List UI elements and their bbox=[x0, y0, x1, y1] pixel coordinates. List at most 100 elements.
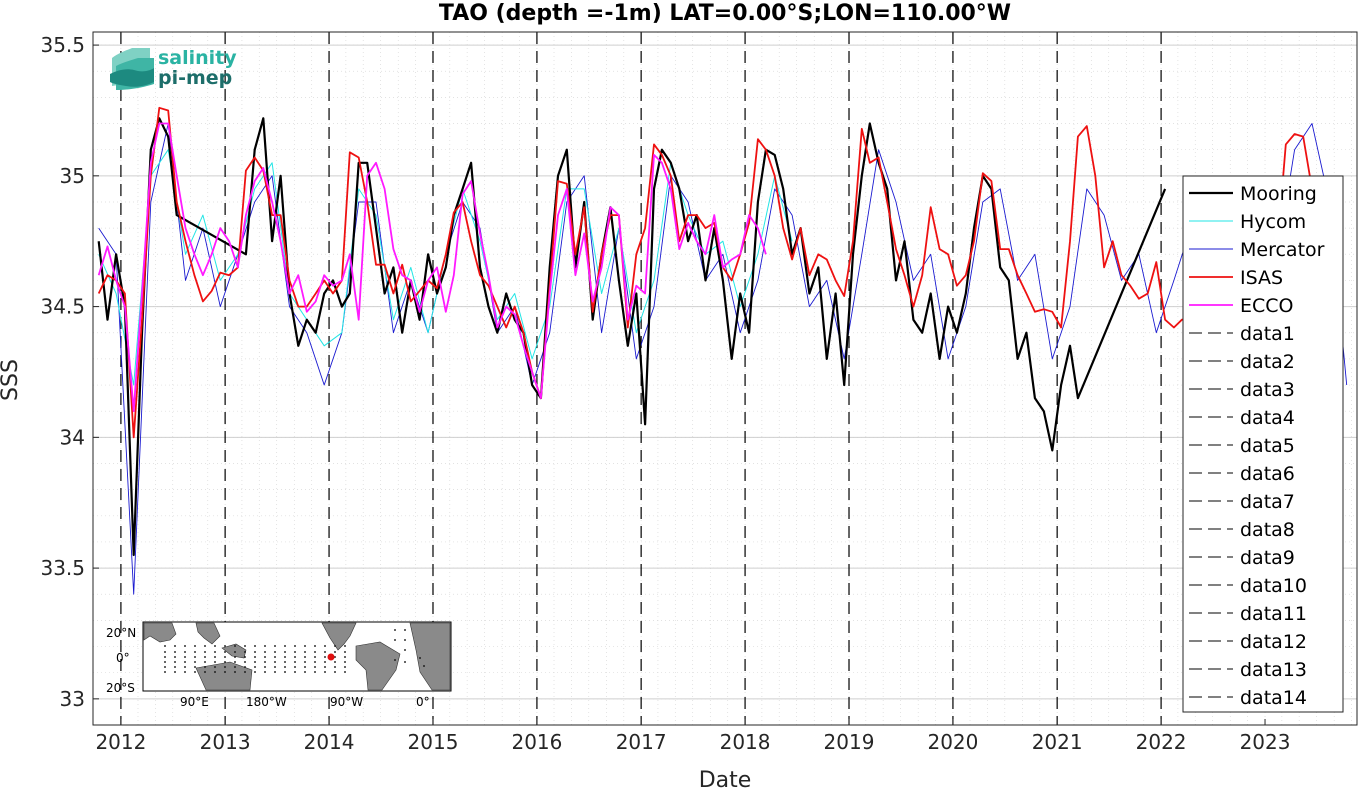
mooring-dot bbox=[324, 645, 326, 647]
legend-label: ISAS bbox=[1240, 267, 1283, 289]
mooring-dot bbox=[264, 661, 266, 663]
x-tick-label: 2020 bbox=[927, 730, 978, 754]
y-tick-label: 33 bbox=[60, 687, 85, 711]
mooring-dot bbox=[184, 656, 186, 658]
y-tick-label: 34 bbox=[60, 425, 85, 449]
mooring-dot bbox=[224, 671, 226, 673]
mooring-dot bbox=[214, 666, 216, 668]
mooring-dot bbox=[304, 645, 306, 647]
mooring-dot bbox=[324, 666, 326, 668]
legend: Mooring Hycom Mercator ISAS ECCO data1 data2 da… bbox=[1182, 175, 1344, 713]
mooring-dot bbox=[194, 666, 196, 668]
mooring-dot bbox=[334, 671, 336, 673]
legend-label: data8 bbox=[1240, 519, 1295, 541]
x-tick-label: 2016 bbox=[511, 730, 562, 754]
mooring-dot bbox=[314, 666, 316, 668]
x-tick-label: 2014 bbox=[304, 730, 355, 754]
x-tick-label: 2017 bbox=[616, 730, 667, 754]
y-tick-label: 35 bbox=[60, 164, 85, 188]
inset-lon-label: 0° bbox=[416, 695, 430, 709]
mooring-dot bbox=[264, 651, 266, 653]
mooring-dot bbox=[423, 665, 425, 667]
mooring-dot bbox=[184, 661, 186, 663]
mooring-dot bbox=[174, 645, 176, 647]
mooring-dot bbox=[344, 666, 346, 668]
x-axis: 2012 2013 2014 2015 2016 2017 2018 2019 2020 2021… bbox=[95, 719, 1290, 754]
mooring-dot bbox=[194, 645, 196, 647]
mooring-dot bbox=[324, 671, 326, 673]
mooring-dot bbox=[344, 661, 346, 663]
mooring-dot bbox=[224, 651, 226, 653]
mooring-dot bbox=[234, 671, 236, 673]
mooring-dot bbox=[284, 656, 286, 658]
mooring-dot bbox=[224, 656, 226, 658]
inset-lat-label: 20°S bbox=[106, 681, 135, 695]
mooring-dot bbox=[344, 645, 346, 647]
mooring-dot bbox=[204, 671, 206, 673]
mooring-dot bbox=[304, 666, 306, 668]
legend-label: data6 bbox=[1240, 463, 1295, 485]
mooring-dot bbox=[194, 651, 196, 653]
mooring-dot bbox=[164, 661, 166, 663]
x-axis-label: Date bbox=[699, 768, 752, 790]
mooring-dot bbox=[254, 661, 256, 663]
mooring-dot bbox=[324, 661, 326, 663]
mooring-dot bbox=[264, 656, 266, 658]
mooring-dot bbox=[264, 645, 266, 647]
mooring-dot bbox=[304, 661, 306, 663]
mooring-dot bbox=[314, 671, 316, 673]
mooring-dot bbox=[204, 661, 206, 663]
legend-label: data9 bbox=[1240, 547, 1295, 569]
x-tick-label: 2018 bbox=[720, 730, 771, 754]
mooring-dot bbox=[294, 656, 296, 658]
salinity-pi-mep-logo: salinity pi-mep bbox=[110, 47, 237, 90]
mooring-dot bbox=[294, 666, 296, 668]
x-tick-label: 2023 bbox=[1240, 730, 1291, 754]
mooring-dot bbox=[234, 645, 236, 647]
mooring-dot bbox=[404, 629, 406, 631]
mooring-dot bbox=[234, 666, 236, 668]
mooring-dot bbox=[274, 661, 276, 663]
mooring-dot bbox=[394, 659, 396, 661]
legend-label: data12 bbox=[1240, 631, 1307, 653]
mooring-dot bbox=[194, 661, 196, 663]
mooring-dot bbox=[184, 645, 186, 647]
legend-label: data3 bbox=[1240, 379, 1295, 401]
mooring-dot bbox=[324, 651, 326, 653]
mooring-dot bbox=[254, 651, 256, 653]
mooring-dot bbox=[304, 671, 306, 673]
mooring-array-dots bbox=[164, 629, 425, 673]
mooring-dot bbox=[274, 656, 276, 658]
mooring-dot bbox=[224, 645, 226, 647]
mooring-dot bbox=[284, 645, 286, 647]
mooring-dot bbox=[224, 661, 226, 663]
mooring-dot bbox=[404, 649, 406, 651]
mooring-dot bbox=[314, 645, 316, 647]
mooring-dot bbox=[164, 651, 166, 653]
inset-lat-label: 0° bbox=[116, 651, 130, 665]
mooring-dot bbox=[294, 671, 296, 673]
legend-label: ECCO bbox=[1240, 295, 1294, 317]
logo-waves-icon bbox=[110, 48, 154, 90]
mooring-dot bbox=[274, 645, 276, 647]
major-grid bbox=[93, 44, 1357, 700]
legend-label: data4 bbox=[1240, 407, 1295, 429]
mooring-dot bbox=[334, 656, 336, 658]
y-tick-label: 34.5 bbox=[40, 295, 85, 319]
legend-label: Hycom bbox=[1240, 211, 1306, 233]
mooring-dot bbox=[234, 656, 236, 658]
mooring-dot bbox=[284, 666, 286, 668]
mooring-dot bbox=[274, 651, 276, 653]
mooring-dot bbox=[244, 671, 246, 673]
legend-label: data10 bbox=[1240, 575, 1307, 597]
mooring-dot bbox=[254, 666, 256, 668]
legend-label: data14 bbox=[1240, 687, 1307, 709]
mooring-dot bbox=[294, 661, 296, 663]
inset-map: 20°N 0° 20°S 90°E 180°W 90°W 0° bbox=[106, 621, 452, 709]
y-tick-label: 33.5 bbox=[40, 556, 85, 580]
mooring-dot bbox=[334, 666, 336, 668]
inset-lon-label: 90°E bbox=[180, 695, 209, 709]
mooring-dot bbox=[164, 645, 166, 647]
mooring-dot bbox=[264, 671, 266, 673]
mooring-dot bbox=[214, 645, 216, 647]
